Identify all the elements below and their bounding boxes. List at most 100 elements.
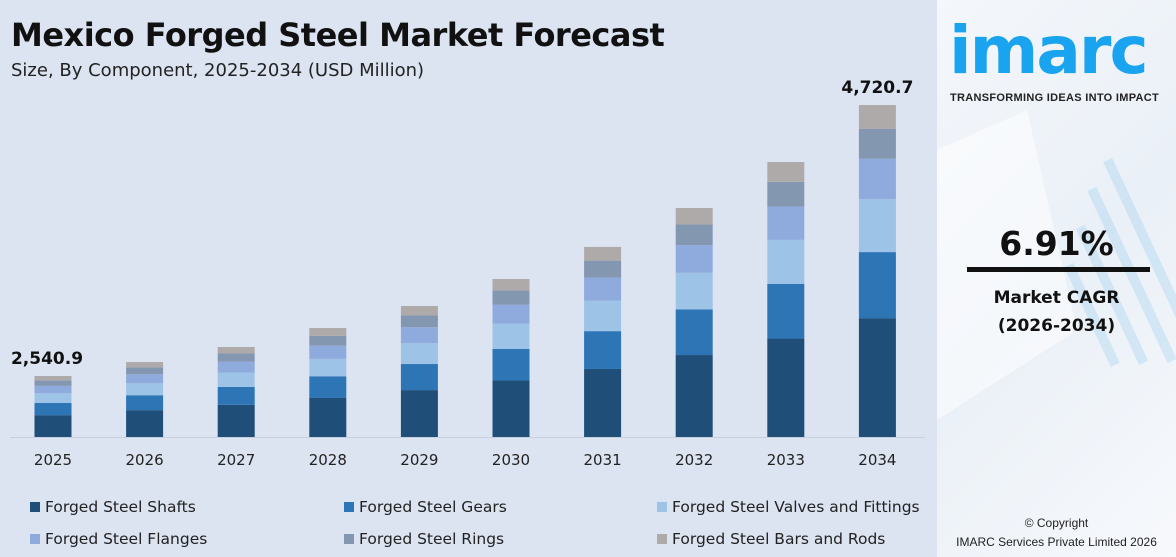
- bar-segment-2026-6: [126, 362, 164, 368]
- bar-segment-2032-3: [675, 272, 713, 310]
- bar-segment-2029-1: [400, 390, 438, 437]
- x-tick-label: 2031: [584, 451, 622, 469]
- bar-segment-2029-6: [400, 305, 438, 316]
- bar-segment-2028-1: [309, 397, 347, 437]
- bar-segment-2028-4: [309, 345, 347, 359]
- bar-segment-2033-5: [767, 181, 805, 207]
- bar-segment-2031-5: [584, 260, 622, 278]
- legend-item: Forged Steel Rings: [344, 530, 504, 548]
- bar-segment-2027-6: [217, 347, 255, 354]
- x-tick-label: 2030: [492, 451, 530, 469]
- bar-segment-2029-5: [400, 315, 438, 328]
- legend-swatch: [30, 502, 40, 512]
- bar-segment-2028-6: [309, 327, 347, 336]
- bar-segment-2026-2: [126, 395, 164, 411]
- bar-segment-2027-3: [217, 372, 255, 387]
- x-tick-label: 2026: [126, 451, 164, 469]
- cagr-label-text: Market CAGR: [993, 288, 1120, 308]
- bar-segment-2032-1: [675, 355, 713, 437]
- bar-segment-2032-2: [675, 309, 713, 356]
- stacked-bar-chart: 2025 2,540.9 2026 2027 2028 2029 2030 2031 2032 2…: [10, 78, 925, 469]
- background-graphic: [937, 110, 1176, 420]
- x-tick-label: 2029: [400, 451, 438, 469]
- bar-segment-2031-3: [584, 300, 622, 332]
- legend-item: Forged Steel Bars and Rods: [657, 530, 885, 548]
- legend-item: Forged Steel Gears: [344, 498, 507, 516]
- bar-segment-2025-2: [34, 403, 72, 416]
- bar-segment-2030-1: [492, 380, 530, 437]
- legend-swatch: [30, 534, 40, 544]
- bar-segment-2033-4: [767, 206, 805, 240]
- divider: [967, 267, 1150, 272]
- bar-segment-2031-2: [584, 331, 622, 369]
- bar-segment-2032-4: [675, 245, 713, 273]
- bar-segment-2027-2: [217, 386, 255, 405]
- bar-segment-2030-5: [492, 290, 530, 305]
- bar-segment-2025-3: [34, 393, 72, 404]
- cagr-label: Market CAGR (2026-2034): [937, 284, 1176, 340]
- tagline: TRANSFORMING IDEAS INTO IMPACT: [950, 92, 1160, 104]
- info-panel: imarc TRANSFORMING IDEAS INTO IMPACT 6.9…: [937, 0, 1176, 557]
- bar-segment-2030-6: [492, 279, 530, 291]
- cagr-period: (2026-2034): [997, 316, 1116, 336]
- legend-swatch: [344, 502, 354, 512]
- bar-segment-2028-5: [309, 335, 347, 346]
- bar-segment-2034-6: [858, 105, 896, 129]
- data-label-2034: 4,720.7: [841, 78, 913, 98]
- bar-segment-2029-3: [400, 343, 438, 365]
- legend-swatch: [657, 534, 667, 544]
- bar-segment-2031-4: [584, 277, 622, 301]
- chart-title: Mexico Forged Steel Market Forecast: [11, 16, 665, 54]
- bar-segment-2028-2: [309, 376, 347, 398]
- bar-segment-2029-4: [400, 327, 438, 344]
- bar-segment-2026-4: [126, 374, 164, 384]
- legend-item: Forged Steel Shafts: [30, 498, 196, 516]
- legend-label: Forged Steel Gears: [359, 498, 507, 516]
- bar-segment-2031-6: [584, 246, 622, 261]
- bar-segment-2029-2: [400, 364, 438, 391]
- x-tick-label: 2028: [309, 451, 347, 469]
- chart-panel: Mexico Forged Steel Market Forecast Size…: [10, 16, 925, 548]
- imarc-logo: imarc: [949, 12, 1149, 89]
- legend-label: Forged Steel Valves and Fittings: [672, 498, 920, 516]
- legend-label: Forged Steel Rings: [359, 530, 505, 548]
- bar-segment-2031-1: [584, 368, 622, 437]
- bar-segment-2025-4: [34, 385, 72, 394]
- copyright-text: © Copyright: [1024, 516, 1089, 530]
- legend-label: Forged Steel Flanges: [45, 530, 208, 548]
- chart-subtitle: Size, By Component, 2025-2034 (USD Milli…: [11, 60, 425, 81]
- legend-label: Forged Steel Bars and Rods: [672, 530, 886, 548]
- bar-segment-2028-3: [309, 358, 347, 377]
- x-tick-label: 2032: [675, 451, 713, 469]
- bar-segment-2033-6: [767, 162, 805, 182]
- bar-segment-2026-3: [126, 383, 164, 396]
- bar-segment-2034-2: [858, 252, 896, 319]
- bar-segment-2032-6: [675, 208, 713, 225]
- legend-label: Forged Steel Shafts: [45, 498, 196, 516]
- bar-segment-2030-2: [492, 349, 530, 381]
- bar-segment-2030-4: [492, 304, 530, 324]
- bar-segment-2027-5: [217, 353, 255, 362]
- x-tick-label: 2034: [858, 451, 896, 469]
- company-name: IMARC Services Private Limited 2026: [956, 535, 1157, 549]
- x-tick-label: 2033: [767, 451, 805, 469]
- legend-item: Forged Steel Flanges: [30, 530, 207, 548]
- legend-swatch: [657, 502, 667, 512]
- bar-segment-2033-1: [767, 338, 805, 437]
- legend-item: Forged Steel Valves and Fittings: [657, 498, 920, 516]
- copyright: © Copyright IMARC Services Private Limit…: [937, 514, 1176, 552]
- bar-segment-2027-1: [217, 404, 255, 437]
- bar-segment-2032-5: [675, 224, 713, 246]
- bar-segment-2034-1: [858, 318, 896, 437]
- bar-segment-2033-3: [767, 239, 805, 284]
- bar-segment-2025-6: [34, 375, 72, 381]
- bar-segment-2034-4: [858, 158, 896, 199]
- bar-segment-2030-3: [492, 323, 530, 350]
- legend-swatch: [344, 534, 354, 544]
- data-label-2025: 2,540.9: [11, 349, 83, 369]
- bar-segment-2025-5: [34, 380, 72, 386]
- bar-segment-2026-5: [126, 367, 164, 375]
- x-tick-label: 2027: [217, 451, 255, 469]
- bar-segment-2034-3: [858, 198, 896, 253]
- bar-segment-2033-2: [767, 283, 805, 339]
